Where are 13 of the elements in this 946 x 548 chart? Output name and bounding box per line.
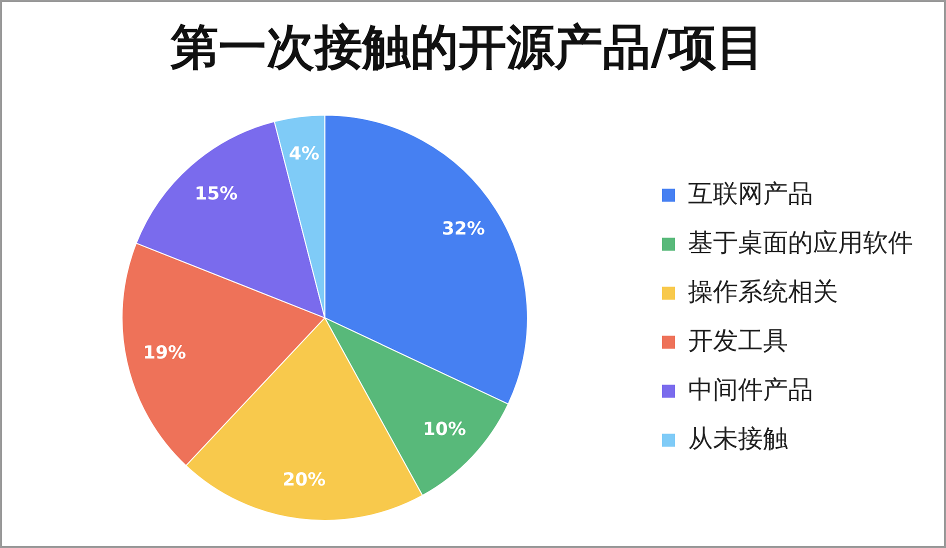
data-label: 19% [142, 342, 186, 364]
legend-label: 操作系统相关 [688, 276, 838, 306]
data-label: 4% [288, 144, 320, 165]
legend-label: 从未接触 [688, 424, 788, 453]
legend-label: 基于桌面的应用软件 [688, 228, 913, 257]
legend-label: 中间件产品 [688, 374, 813, 404]
data-label: 10% [422, 418, 466, 440]
data-label: 20% [282, 469, 326, 490]
chart-title: 第一次接触的开源产品/项目 [170, 19, 764, 76]
legend-label: 开发工具 [688, 326, 788, 355]
data-label: 32% [442, 218, 485, 240]
data-label: 15% [194, 183, 238, 204]
legend-label: 互联网产品 [688, 178, 813, 208]
